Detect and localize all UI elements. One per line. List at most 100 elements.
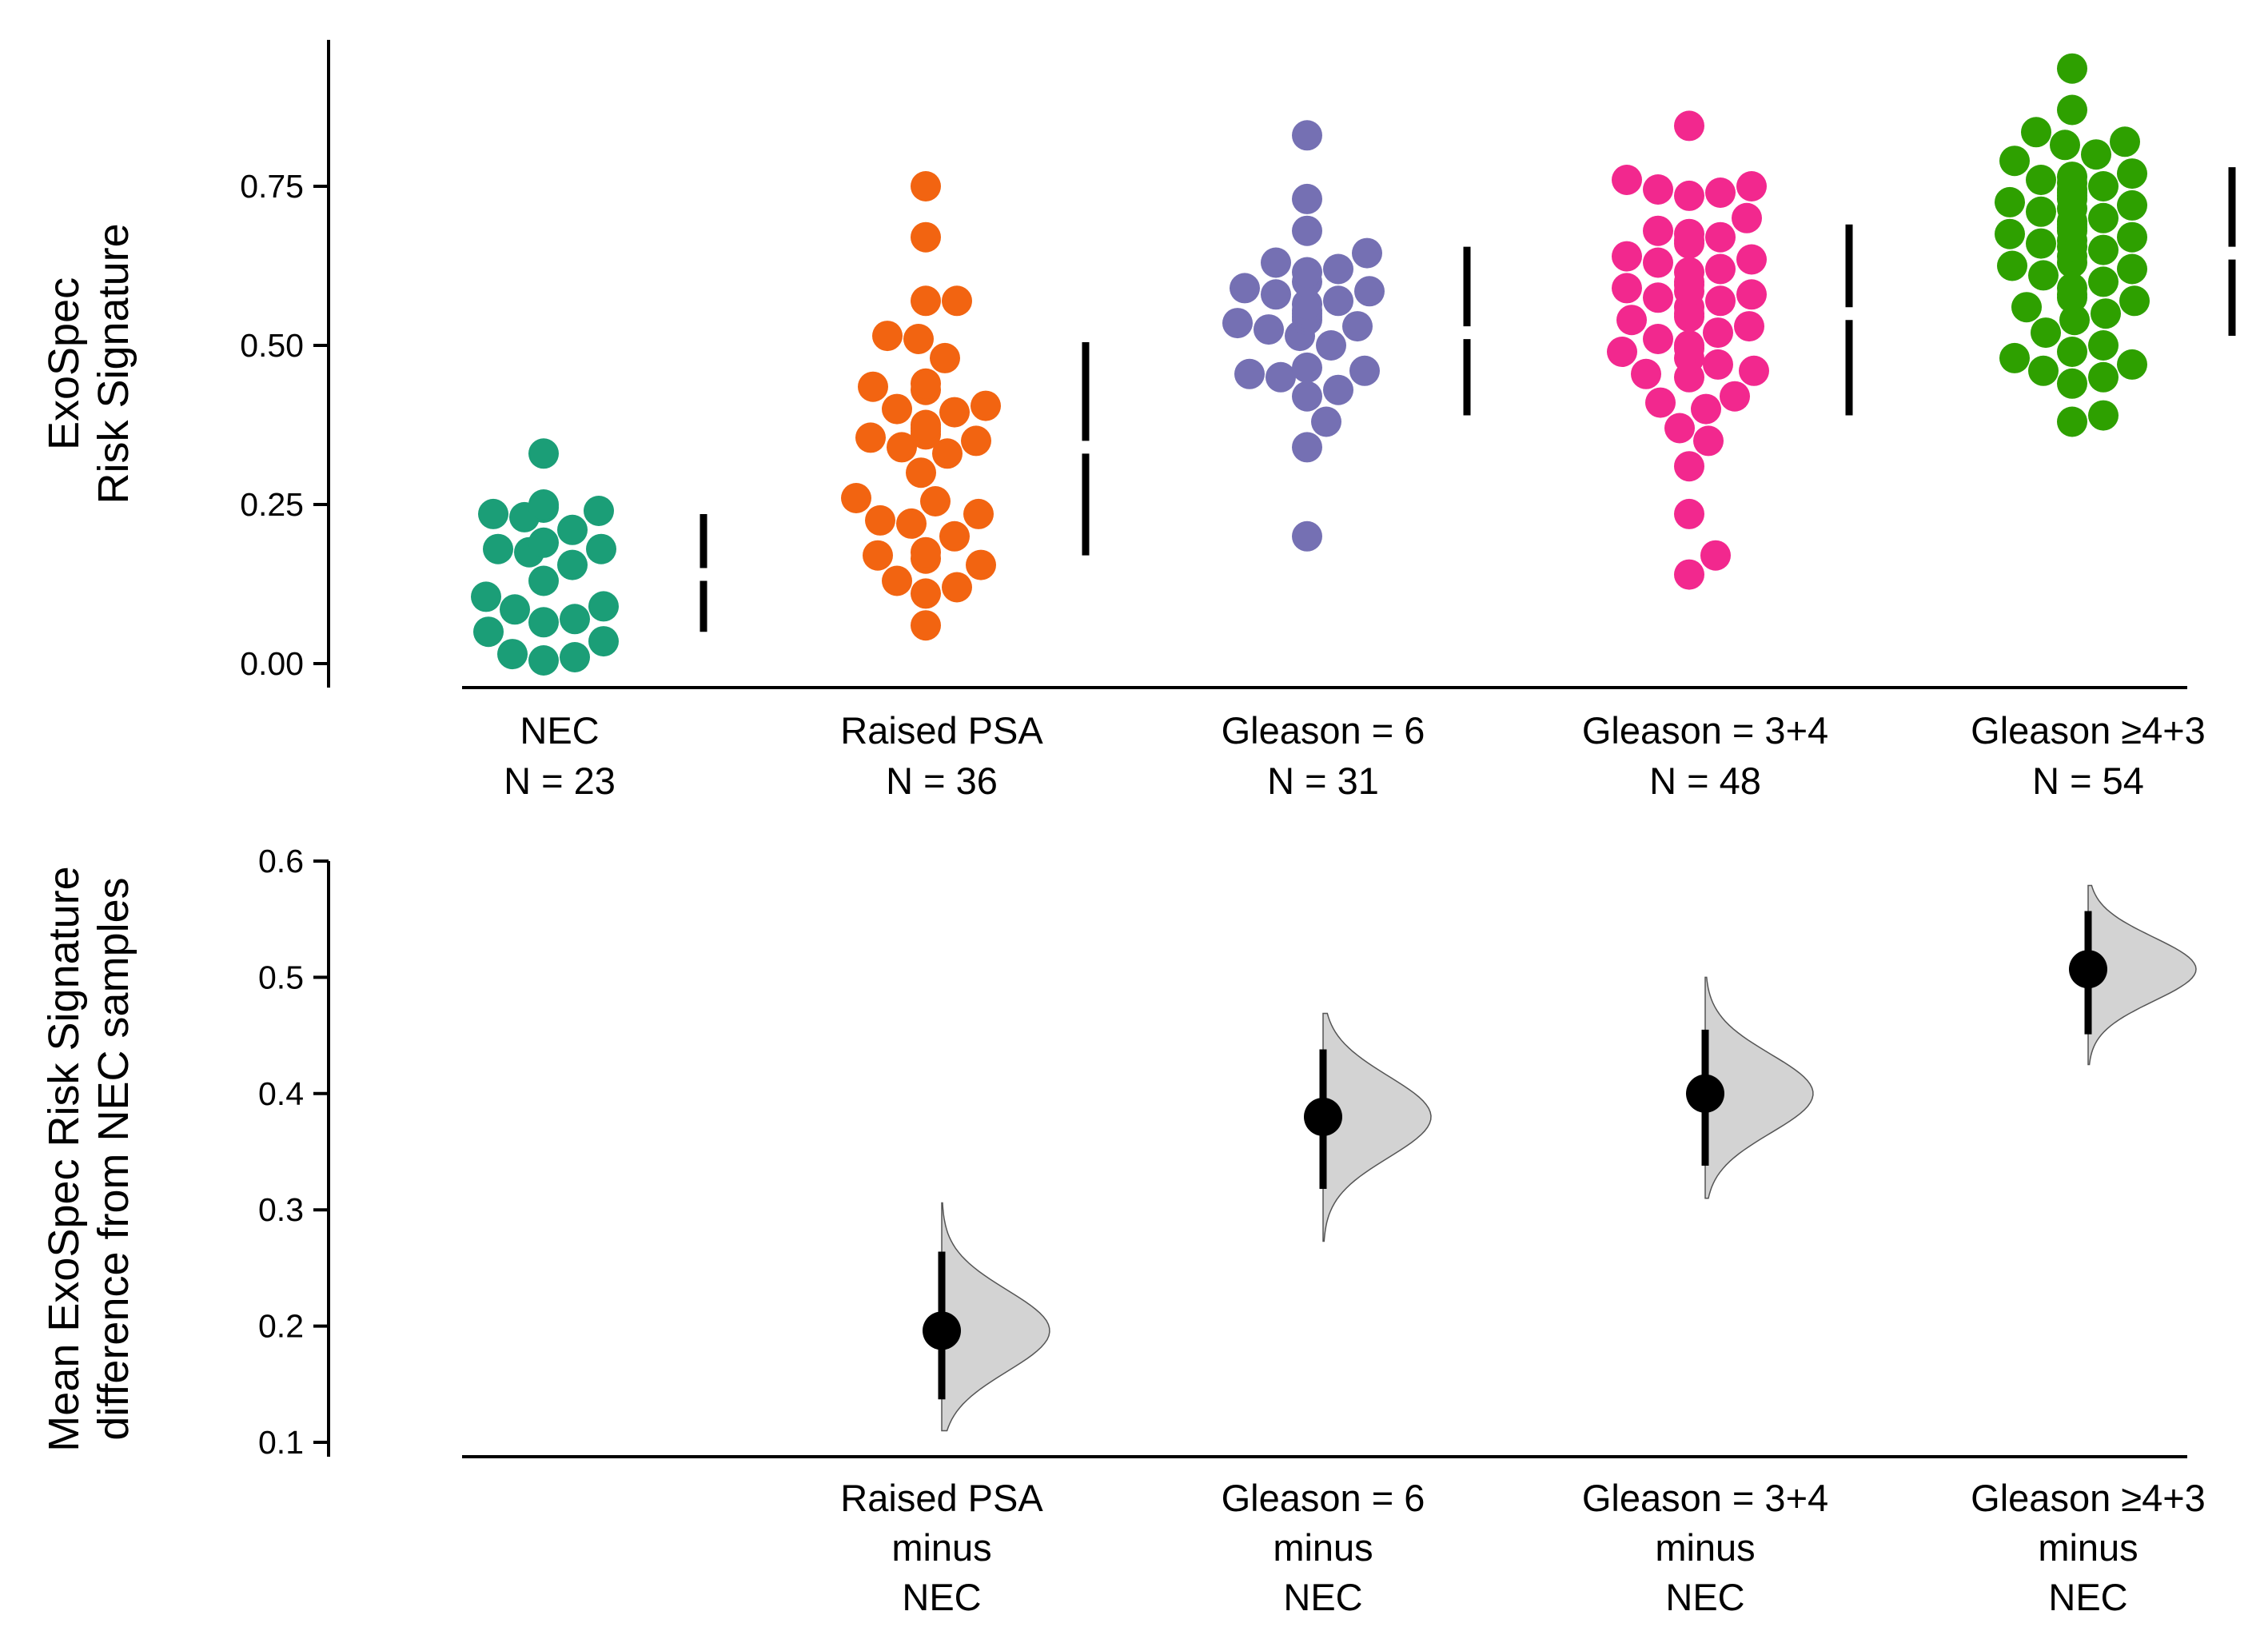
data-point xyxy=(971,390,1001,421)
bootstrap-distribution xyxy=(1322,1012,1432,1242)
data-point xyxy=(1995,218,2025,249)
data-point xyxy=(1292,215,1322,246)
data-point xyxy=(2028,355,2059,386)
data-point xyxy=(473,616,504,648)
category-label: Gleason ≥4+3 xyxy=(1971,709,2206,752)
data-point xyxy=(1674,257,1704,288)
data-point xyxy=(2117,221,2147,253)
comparison-group xyxy=(2069,884,2197,1066)
data-point xyxy=(911,285,941,317)
bootstrap-distribution xyxy=(941,1202,1050,1432)
data-point xyxy=(1261,279,1291,310)
data-point xyxy=(1736,244,1767,275)
data-point xyxy=(588,591,619,622)
data-point xyxy=(2088,171,2119,201)
category-n-label: N = 36 xyxy=(886,760,998,802)
comparison-label: minus xyxy=(891,1526,991,1569)
data-point xyxy=(557,514,588,545)
data-point xyxy=(528,645,559,676)
data-point xyxy=(1999,146,2030,177)
y-tick-label: 0.1 xyxy=(258,1424,304,1461)
data-point xyxy=(2091,298,2121,329)
y-axis-title: Mean ExoSpec Risk Signaturedifference fr… xyxy=(40,866,138,1451)
mean-difference-dot xyxy=(1686,1074,1724,1113)
data-point xyxy=(882,393,912,425)
data-point xyxy=(1674,451,1704,482)
data-point xyxy=(2026,196,2056,227)
y-tick-label: 0.50 xyxy=(240,327,304,364)
data-point xyxy=(1323,374,1353,405)
category-label: Raised PSA xyxy=(840,709,1043,752)
comparison-label: NEC xyxy=(902,1576,981,1618)
data-point xyxy=(1705,221,1736,253)
data-point xyxy=(1736,171,1767,201)
data-point xyxy=(1323,253,1353,285)
data-point xyxy=(1705,285,1736,317)
data-point xyxy=(1732,202,1762,233)
data-point xyxy=(2057,162,2087,193)
y-tick-label: 0.25 xyxy=(240,486,304,523)
comparison-label: Gleason = 3+4 xyxy=(1582,1477,1828,1519)
data-point xyxy=(1292,352,1322,383)
data-point xyxy=(872,321,903,352)
category-label: Gleason = 6 xyxy=(1222,709,1425,752)
data-point xyxy=(939,397,970,428)
data-point xyxy=(841,483,871,513)
data-point xyxy=(942,572,972,603)
y-tick-label: 0.3 xyxy=(258,1191,304,1228)
data-point xyxy=(1645,387,1676,418)
data-point xyxy=(942,285,972,317)
bootstrap-distribution xyxy=(1704,976,1814,1199)
data-point xyxy=(1292,120,1322,151)
data-point xyxy=(1734,311,1764,342)
data-point xyxy=(2057,368,2087,399)
data-point xyxy=(1230,273,1260,304)
data-point xyxy=(528,565,559,596)
swarm-group xyxy=(471,438,619,676)
swarm-group xyxy=(841,171,1001,641)
data-point xyxy=(2057,273,2087,304)
data-point xyxy=(2088,234,2119,265)
data-point xyxy=(1292,183,1322,214)
data-point xyxy=(2117,189,2147,221)
category-n-label: N = 23 xyxy=(504,760,616,802)
data-point xyxy=(1316,330,1346,361)
data-point xyxy=(911,221,941,253)
data-point xyxy=(903,324,934,354)
difference-panel: 0.1 0.2 0.3 0.4 0.5 0.6 Mean ExoSpec Risk Sign… xyxy=(40,843,2206,1618)
data-point xyxy=(528,438,559,469)
data-point xyxy=(560,604,590,635)
data-point xyxy=(2117,253,2147,285)
data-point xyxy=(1234,358,1265,389)
mean-difference-dot xyxy=(1304,1097,1342,1136)
data-point xyxy=(528,607,559,638)
data-point xyxy=(1664,413,1695,444)
data-point xyxy=(882,565,912,596)
data-point xyxy=(2059,305,2090,336)
data-point xyxy=(2088,266,2119,297)
data-point xyxy=(1643,215,1673,246)
data-point xyxy=(1643,324,1673,354)
data-point xyxy=(2057,53,2087,84)
data-point xyxy=(2057,406,2087,437)
data-point xyxy=(557,549,588,580)
data-point xyxy=(2117,158,2147,189)
data-point xyxy=(961,425,991,457)
data-point xyxy=(966,549,996,580)
data-point xyxy=(1607,337,1637,367)
data-point xyxy=(2028,260,2059,291)
data-point xyxy=(1643,282,1673,313)
data-point xyxy=(2026,228,2056,259)
data-point xyxy=(1705,177,1736,208)
data-point xyxy=(1222,308,1253,339)
data-point xyxy=(528,489,559,520)
comparison-group xyxy=(923,1202,1050,1432)
y-tick-label: 0.00 xyxy=(240,645,304,682)
comparison-label: minus xyxy=(1655,1526,1755,1569)
category-n-label: N = 31 xyxy=(1267,760,1379,802)
data-point xyxy=(1705,253,1736,285)
data-point xyxy=(911,578,941,609)
y-axis-title-line: Mean ExoSpec Risk Signature xyxy=(40,866,88,1451)
data-point xyxy=(1354,276,1385,307)
data-point xyxy=(1674,498,1704,529)
